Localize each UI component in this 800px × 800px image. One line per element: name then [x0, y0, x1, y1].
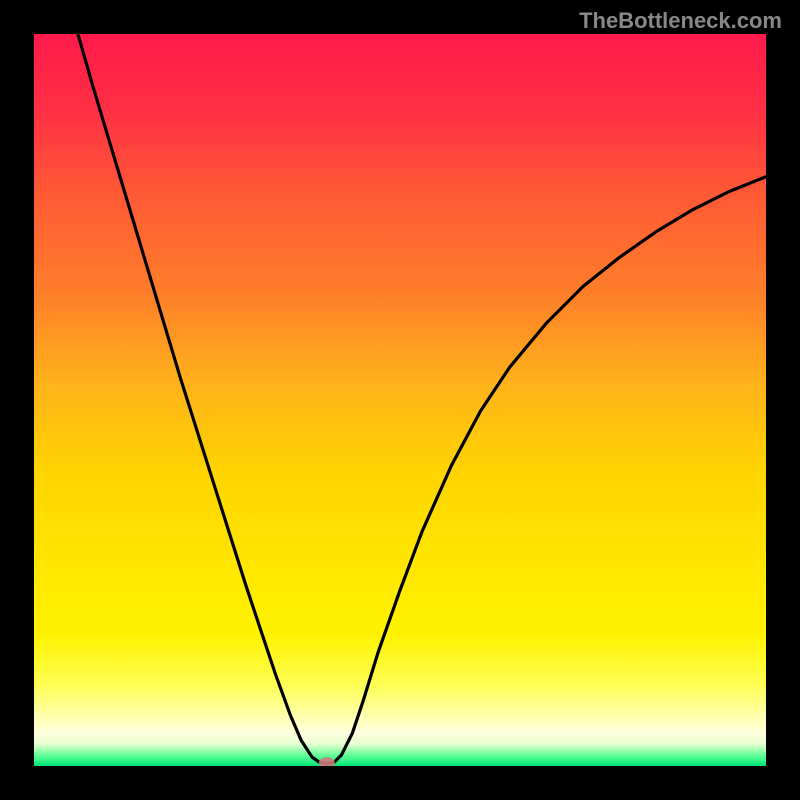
attribution-label: TheBottleneck.com [579, 8, 782, 34]
plot-svg [34, 34, 766, 766]
chart-frame: TheBottleneck.com [0, 0, 800, 800]
gradient-background [34, 34, 766, 766]
plot-area [34, 34, 766, 766]
